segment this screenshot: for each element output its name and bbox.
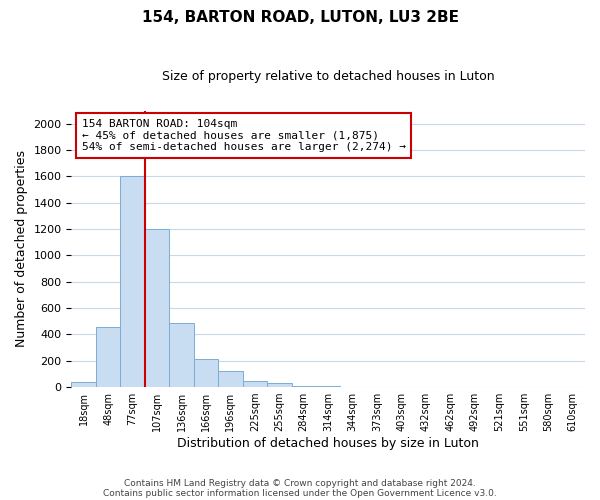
Bar: [242, 381, 267, 387]
Bar: [218, 372, 242, 387]
Bar: [194, 360, 218, 387]
Text: 154, BARTON ROAD, LUTON, LU3 2BE: 154, BARTON ROAD, LUTON, LU3 2BE: [142, 10, 458, 25]
Bar: [71, 382, 96, 387]
Bar: [316, 386, 340, 387]
Bar: [145, 229, 169, 387]
Text: Contains public sector information licensed under the Open Government Licence v3: Contains public sector information licen…: [103, 488, 497, 498]
X-axis label: Distribution of detached houses by size in Luton: Distribution of detached houses by size …: [177, 437, 479, 450]
Bar: [96, 326, 121, 387]
Bar: [292, 386, 316, 387]
Text: 154 BARTON ROAD: 104sqm
← 45% of detached houses are smaller (1,875)
54% of semi: 154 BARTON ROAD: 104sqm ← 45% of detache…: [82, 119, 406, 152]
Bar: [267, 383, 292, 387]
Text: Contains HM Land Registry data © Crown copyright and database right 2024.: Contains HM Land Registry data © Crown c…: [124, 478, 476, 488]
Y-axis label: Number of detached properties: Number of detached properties: [15, 150, 28, 348]
Bar: [169, 322, 194, 387]
Title: Size of property relative to detached houses in Luton: Size of property relative to detached ho…: [162, 70, 494, 83]
Bar: [121, 176, 145, 387]
